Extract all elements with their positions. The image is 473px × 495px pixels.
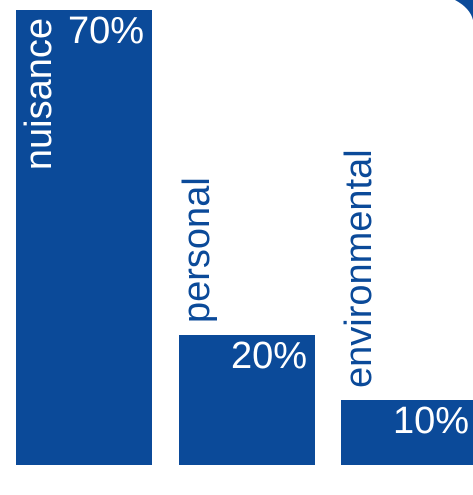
category-label-environmental: environmental — [338, 149, 380, 388]
bar-environmental — [341, 400, 473, 465]
category-label-personal: personal — [176, 177, 218, 323]
bar-personal — [179, 335, 315, 465]
corner-curve-decoration — [455, 0, 473, 20]
bar-nuisance — [16, 10, 152, 465]
value-label-nuisance: 70% — [68, 10, 144, 52]
category-label-nuisance: nuisance — [18, 18, 60, 170]
value-label-environmental: 10% — [393, 400, 469, 442]
value-label-personal: 20% — [231, 335, 307, 377]
